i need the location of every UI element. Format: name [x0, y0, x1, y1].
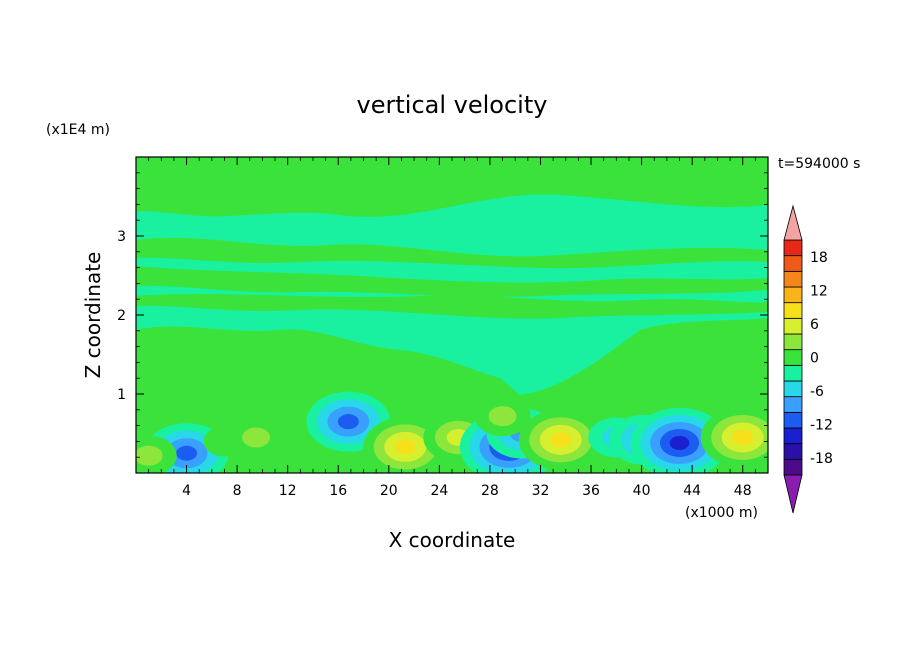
colorbar-swatch	[783, 286, 803, 304]
colorbar-tick-label: -12	[810, 418, 833, 434]
colorbar-tick-label: -18	[810, 451, 833, 467]
colorbar-swatch	[783, 443, 803, 460]
minor-ticks	[136, 157, 768, 473]
y-tick-label: 1	[117, 387, 126, 403]
colorbar-tick-label: 6	[810, 317, 819, 333]
x-tick-label: 48	[734, 483, 752, 499]
contour-cell	[228, 417, 285, 458]
contour-level	[669, 435, 690, 450]
contour-cell	[279, 430, 322, 461]
colorbar-swatch	[783, 458, 803, 476]
contour-level	[394, 439, 416, 455]
colorbar-tick-label: 0	[810, 351, 819, 367]
y-tick-label: 2	[117, 308, 126, 324]
y-axis-ticks: 1 2 3	[117, 229, 768, 403]
colorbar-swatch	[783, 427, 803, 445]
contour-cell	[630, 407, 729, 473]
x-axis-label: X coordinate	[389, 528, 516, 552]
x-tick-label: 32	[532, 483, 550, 499]
colorbar-swatch	[783, 255, 803, 272]
colorbar-over-arrow	[783, 204, 803, 241]
colorbar-swatch	[783, 239, 803, 257]
x-tick-label: 8	[233, 483, 242, 499]
contour-level	[337, 414, 359, 430]
low-level-cells	[136, 391, 768, 473]
x-tick-label: 36	[582, 483, 600, 499]
x-tick-label: 20	[380, 483, 398, 499]
x-tick-label: 44	[683, 483, 701, 499]
x-tick-label: 12	[279, 483, 297, 499]
x-unit-label: (x1000 m)	[685, 505, 758, 521]
band-z31	[136, 237, 768, 269]
contour-field	[136, 157, 768, 473]
band-z28	[136, 266, 768, 297]
upper-region-band	[136, 157, 768, 217]
colorbar-swatch	[783, 317, 803, 335]
colorbar: 18 12 6 0 -6 -12 -18	[783, 204, 833, 514]
y-axis-label: Z coordinate	[81, 252, 105, 379]
contour-cell	[700, 407, 768, 468]
contour-level	[550, 432, 572, 448]
x-axis-ticks: 4 8 12 16 20 24 28 32 36 40 44 48	[182, 157, 752, 499]
contour-cell	[474, 396, 531, 437]
x-tick-label: 4	[182, 483, 191, 499]
y-tick-label: 3	[117, 229, 126, 245]
colorbar-tick-label: 18	[810, 250, 828, 266]
x-tick-label: 24	[430, 483, 448, 499]
colorbar-swatch	[783, 349, 803, 366]
contour-cell	[518, 409, 603, 470]
colorbar-swatch	[783, 396, 803, 413]
colorbar-swatch	[783, 364, 803, 382]
colorbar-tick-label: 12	[810, 283, 828, 299]
colorbar-under-arrow	[783, 474, 803, 514]
colorbar-tick-label: -6	[810, 384, 824, 400]
x-tick-label: 40	[633, 483, 651, 499]
x-tick-label: 28	[481, 483, 499, 499]
colorbar-swatch	[783, 302, 803, 319]
contour-level	[242, 427, 271, 448]
contour-level	[488, 406, 517, 427]
colorbar-swatch	[783, 411, 803, 429]
contour-level	[279, 430, 322, 461]
contour-level	[136, 445, 163, 466]
chart-title: vertical velocity	[357, 91, 548, 119]
x-tick-label: 16	[329, 483, 347, 499]
contour-cell	[136, 435, 177, 473]
contour-level	[176, 445, 198, 461]
contour-level	[732, 429, 754, 445]
y-unit-label: (x1E4 m)	[46, 122, 110, 138]
band-z23	[136, 294, 768, 319]
colorbar-swatch	[783, 333, 803, 351]
colorbar-swatch	[783, 380, 803, 398]
colorbar-swatch	[783, 270, 803, 288]
time-label: t=594000 s	[778, 156, 860, 172]
